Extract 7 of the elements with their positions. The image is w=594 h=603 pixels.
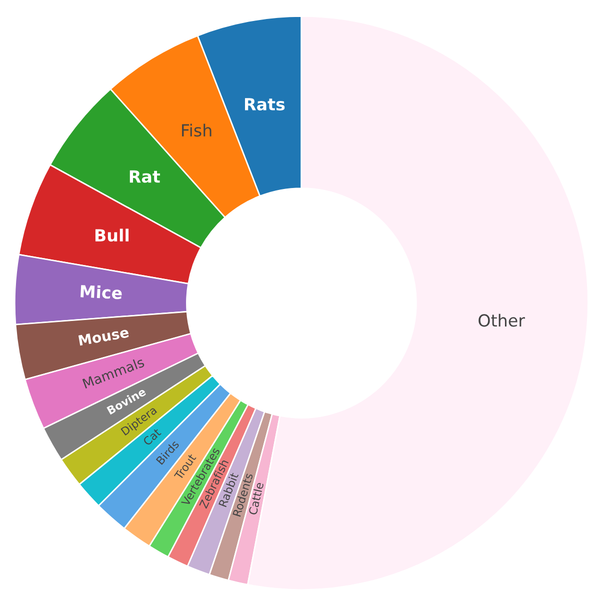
slice-label: Bull bbox=[95, 228, 129, 242]
slice-label: Rats bbox=[245, 98, 285, 111]
slice-label: Mouse bbox=[78, 326, 130, 346]
slice-label: Rat bbox=[130, 170, 160, 183]
slice-label: Other bbox=[478, 314, 525, 327]
slice-label: Mice bbox=[80, 284, 122, 300]
slice-label: Fish bbox=[182, 124, 212, 137]
